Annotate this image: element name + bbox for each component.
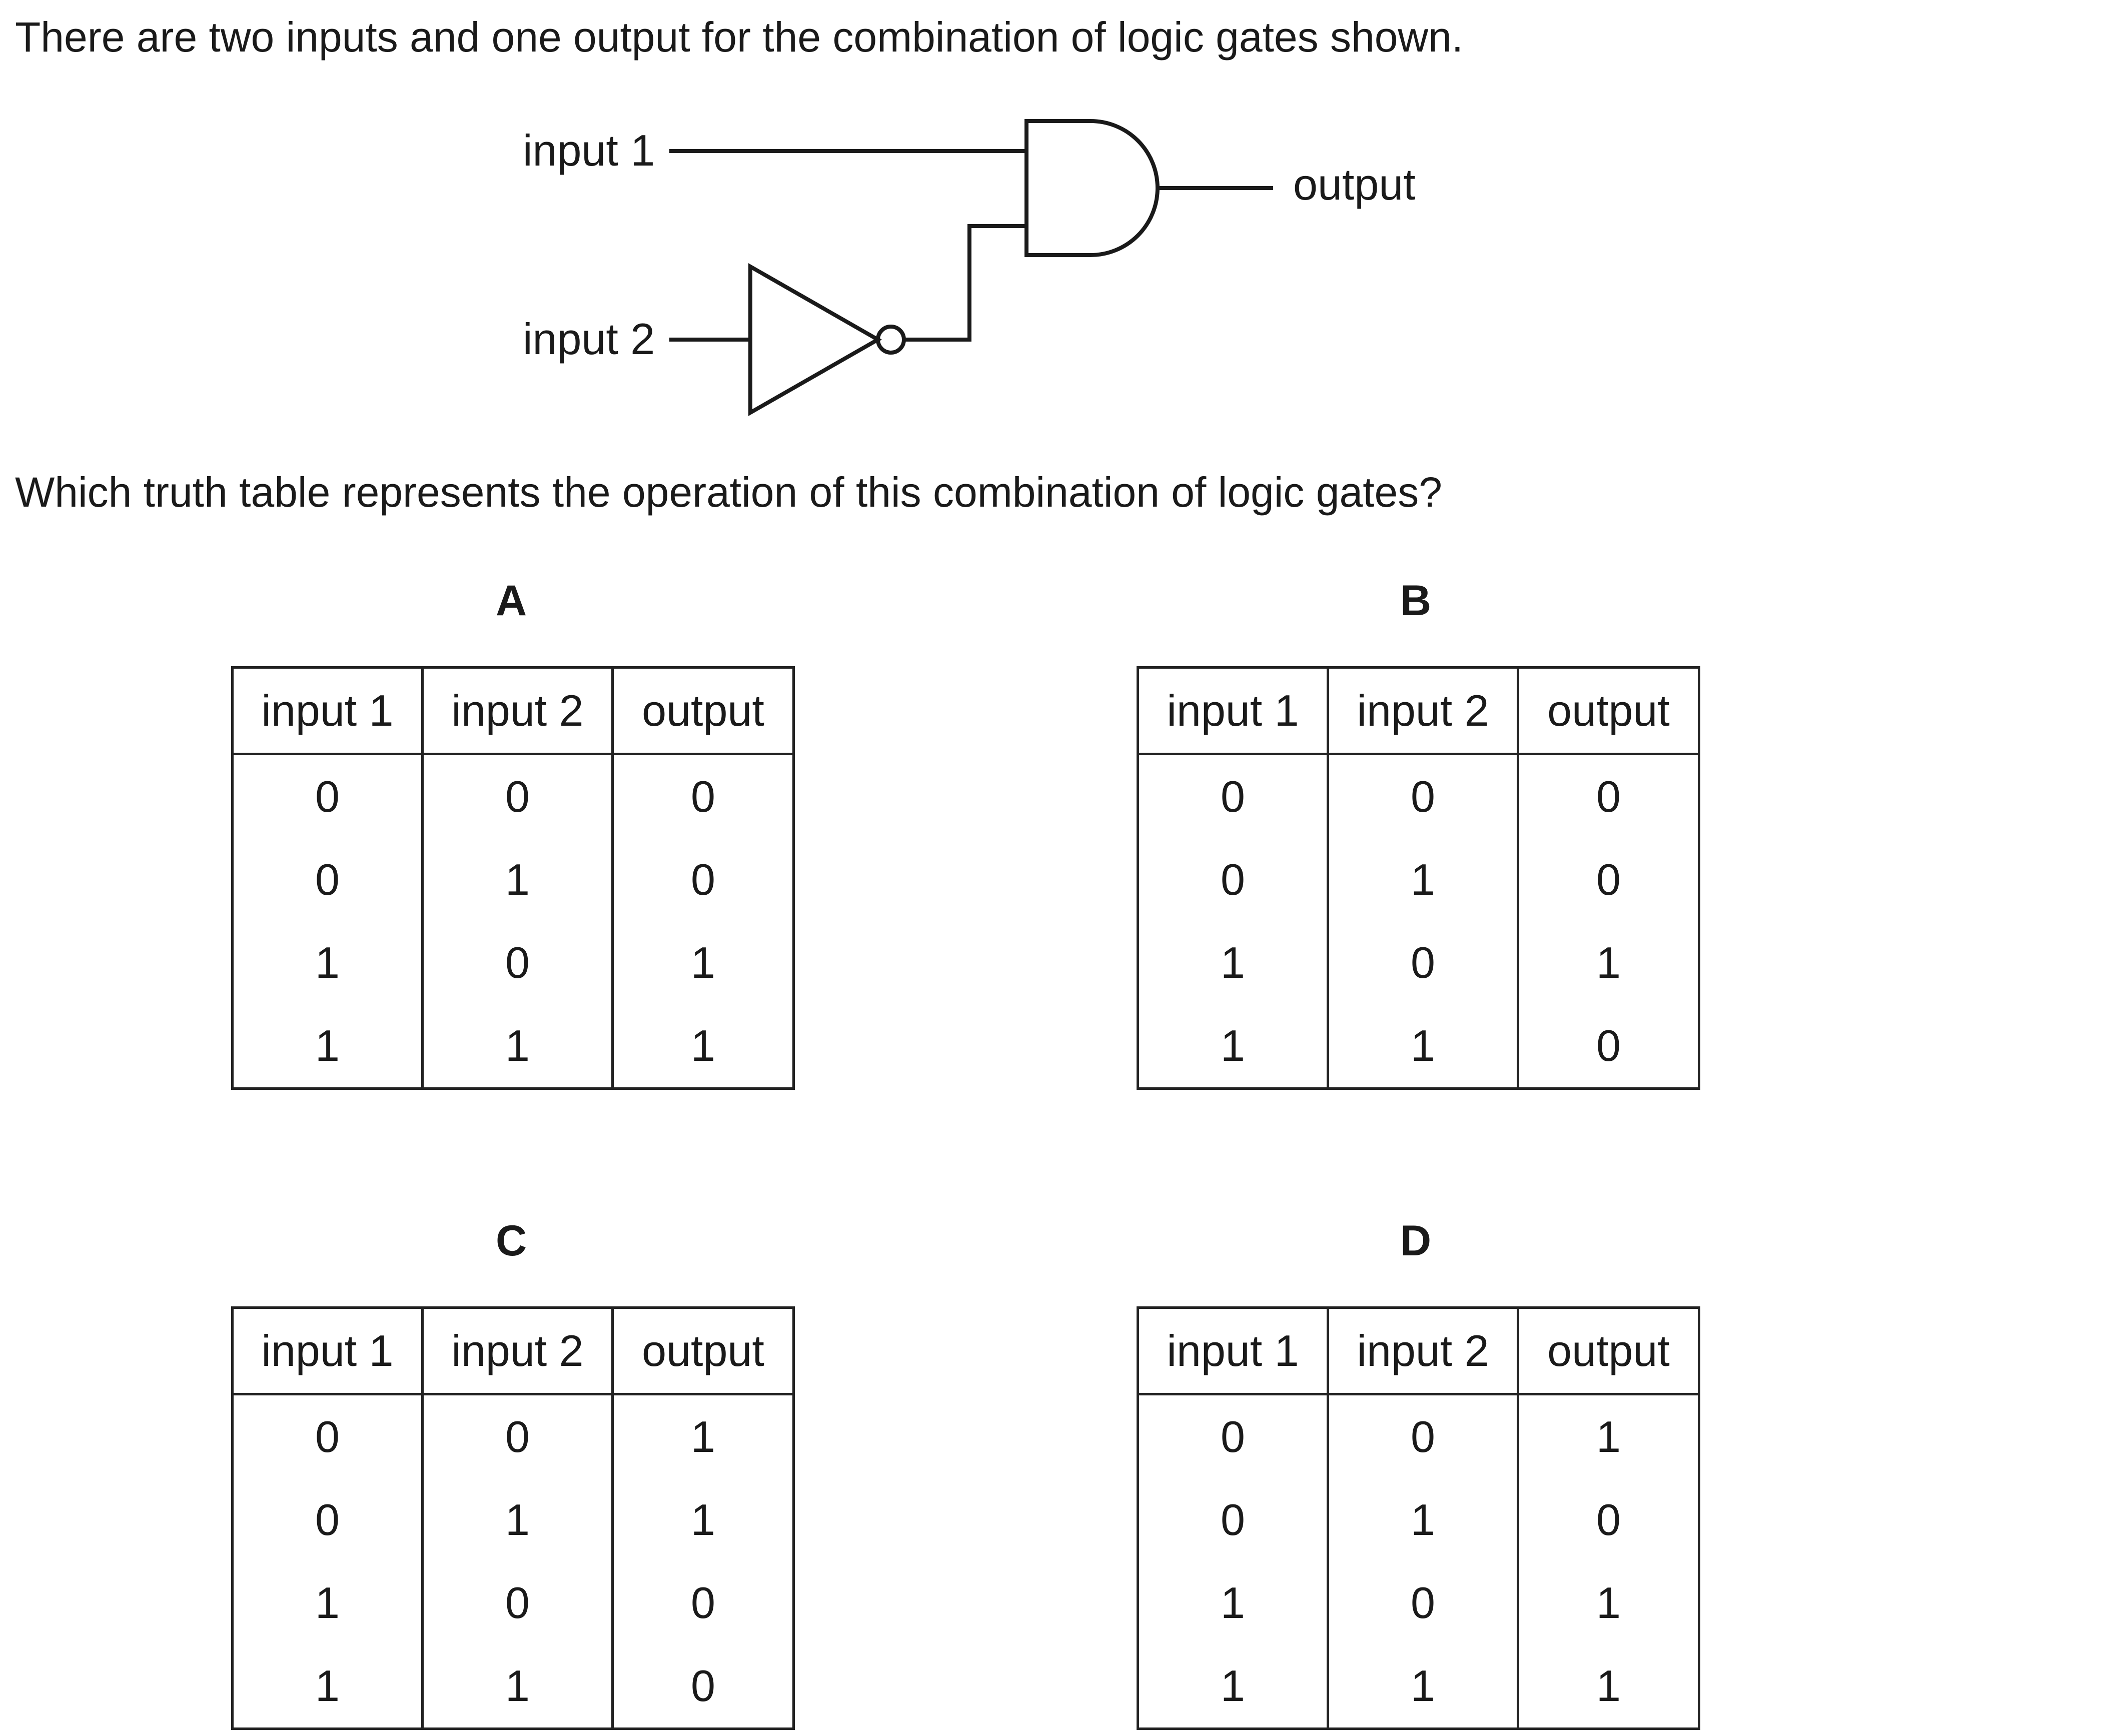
option-a-letter: A	[495, 577, 527, 625]
cell-output: 1	[611, 1004, 795, 1090]
header-output: output	[611, 1306, 795, 1395]
question-prompt: Which truth table represents the operati…	[15, 469, 1442, 516]
cell-output: 0	[1517, 753, 1700, 838]
cell-input-1: 0	[231, 1478, 424, 1561]
not-gate	[748, 263, 882, 416]
input-2-label: input 2	[523, 314, 655, 364]
cell-input-1: 0	[1137, 1478, 1329, 1561]
cell-output: 1	[1517, 1561, 1700, 1644]
cell-output: 1	[1517, 1393, 1700, 1478]
cell-input-2: 0	[421, 1561, 614, 1644]
cell-input-2: 1	[1327, 1644, 1519, 1730]
cell-input-2: 0	[421, 1393, 614, 1478]
header-input-1: input 1	[1137, 666, 1329, 755]
cell-input-1: 0	[231, 1393, 424, 1478]
table-header-row: input 1 input 2 output	[231, 666, 795, 755]
cell-input-2: 1	[421, 838, 614, 921]
cell-input-2: 0	[1327, 1393, 1519, 1478]
cell-output: 1	[1517, 921, 1700, 1004]
header-input-2: input 2	[1327, 1306, 1519, 1395]
cell-input-1: 1	[1137, 1004, 1329, 1090]
cell-input-2: 0	[421, 753, 614, 838]
not-to-and-wire	[904, 224, 1026, 342]
header-input-2: input 2	[421, 666, 614, 755]
table-header-row: input 1 input 2 output	[1137, 666, 1700, 755]
cell-output: 1	[611, 921, 795, 1004]
cell-input-1: 0	[1137, 838, 1329, 921]
header-input-1: input 1	[1137, 1306, 1329, 1395]
header-input-2: input 2	[1327, 666, 1519, 755]
cell-output: 0	[611, 753, 795, 838]
question-stem: There are two inputs and one output for …	[15, 14, 1464, 61]
header-input-1: input 1	[231, 666, 424, 755]
cell-input-1: 0	[1137, 753, 1329, 838]
cell-input-2: 0	[1327, 753, 1519, 838]
cell-input-2: 1	[421, 1004, 614, 1090]
cell-input-1: 1	[1137, 1644, 1329, 1730]
output-label: output	[1293, 160, 1416, 209]
cell-input-1: 0	[231, 753, 424, 838]
option-d-letter: D	[1400, 1217, 1432, 1265]
cell-output: 0	[611, 1644, 795, 1730]
cell-input-1: 1	[1137, 921, 1329, 1004]
cell-output: 0	[1517, 1004, 1700, 1090]
cell-input-2: 1	[421, 1478, 614, 1561]
cell-output: 1	[611, 1393, 795, 1478]
cell-input-2: 1	[1327, 1004, 1519, 1090]
header-output: output	[1517, 1306, 1700, 1395]
cell-output: 0	[1517, 838, 1700, 921]
cell-output: 0	[1517, 1478, 1700, 1561]
option-b-letter: B	[1400, 577, 1432, 625]
cell-input-1: 1	[231, 1561, 424, 1644]
option-c-letter: C	[495, 1217, 527, 1265]
cell-input-2: 0	[421, 921, 614, 1004]
cell-input-1: 1	[1137, 1561, 1329, 1644]
cell-output: 0	[611, 838, 795, 921]
header-output: output	[611, 666, 795, 755]
header-output: output	[1517, 666, 1700, 755]
cell-input-2: 1	[421, 1644, 614, 1730]
table-header-row: input 1 input 2 output	[1137, 1306, 1700, 1395]
cell-input-1: 1	[231, 921, 424, 1004]
cell-input-2: 1	[1327, 838, 1519, 921]
cell-input-1: 0	[1137, 1393, 1329, 1478]
table-header-row: input 1 input 2 output	[231, 1306, 795, 1395]
cell-output: 0	[611, 1561, 795, 1644]
logic-circuit-diagram: input 1 input 2 output	[523, 119, 1416, 416]
input-1-label: input 1	[523, 126, 655, 175]
cell-input-2: 0	[1327, 1561, 1519, 1644]
cell-input-2: 1	[1327, 1478, 1519, 1561]
and-gate	[1024, 119, 1160, 257]
cell-input-1: 1	[231, 1004, 424, 1090]
cell-output: 1	[611, 1478, 795, 1561]
cell-input-2: 0	[1327, 921, 1519, 1004]
cell-input-1: 0	[231, 838, 424, 921]
cell-input-1: 1	[231, 1644, 424, 1730]
header-input-1: input 1	[231, 1306, 424, 1395]
header-input-2: input 2	[421, 1306, 614, 1395]
cell-output: 1	[1517, 1644, 1700, 1730]
